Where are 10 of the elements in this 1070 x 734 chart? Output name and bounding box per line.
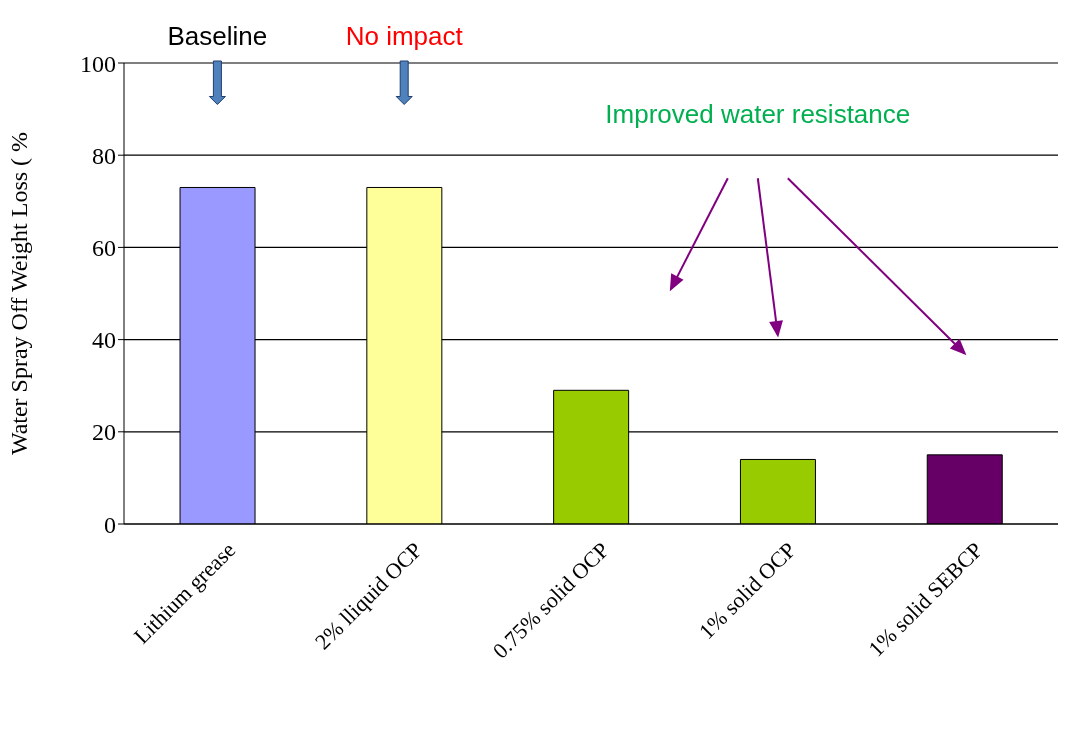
y-tick-label: 0: [104, 511, 116, 538]
y-tick-label: 40: [92, 327, 116, 354]
text: No impact: [345, 21, 464, 51]
y-tick-label: 20: [92, 419, 116, 446]
annotation: Improved water resistance: [605, 98, 911, 129]
y-tick-label: 80: [92, 142, 116, 169]
text: Baseline: [167, 21, 268, 51]
y-axis-title: Water Spray Off Weight Loss ( %: [5, 131, 32, 456]
y-tick-label: 60: [92, 234, 116, 261]
y-tick-label: 100: [80, 50, 116, 77]
